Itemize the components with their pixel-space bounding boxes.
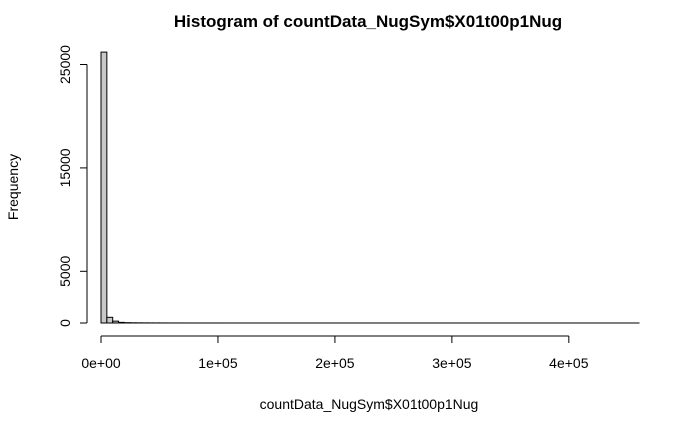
y-axis: 0 5000 15000 25000 bbox=[57, 45, 88, 327]
bars-group bbox=[100, 51, 640, 324]
y-tick-label: 15000 bbox=[57, 148, 73, 187]
y-tick-label: 25000 bbox=[57, 45, 73, 84]
y-tick-label: 0 bbox=[57, 319, 73, 327]
x-tick-label: 0e+00 bbox=[81, 355, 121, 371]
x-tick-label: 2e+05 bbox=[315, 355, 355, 371]
x-tick-label: 1e+05 bbox=[198, 355, 238, 371]
x-axis-label: countData_NugSym$X01t00p1Nug bbox=[260, 396, 479, 412]
y-tick-label: 5000 bbox=[57, 256, 73, 287]
histogram-bar bbox=[112, 320, 120, 324]
x-axis: 0e+00 1e+05 2e+05 3e+05 4e+05 bbox=[81, 335, 589, 371]
x-tick-label: 3e+05 bbox=[432, 355, 472, 371]
histogram-bar bbox=[100, 51, 108, 324]
histogram-bar bbox=[118, 321, 125, 324]
y-axis-label: Frequency bbox=[5, 154, 21, 220]
chart-title: Histogram of countData_NugSym$X01t00p1Nu… bbox=[174, 12, 562, 31]
histogram-bar bbox=[106, 316, 114, 324]
x-tick-label: 4e+05 bbox=[549, 355, 589, 371]
